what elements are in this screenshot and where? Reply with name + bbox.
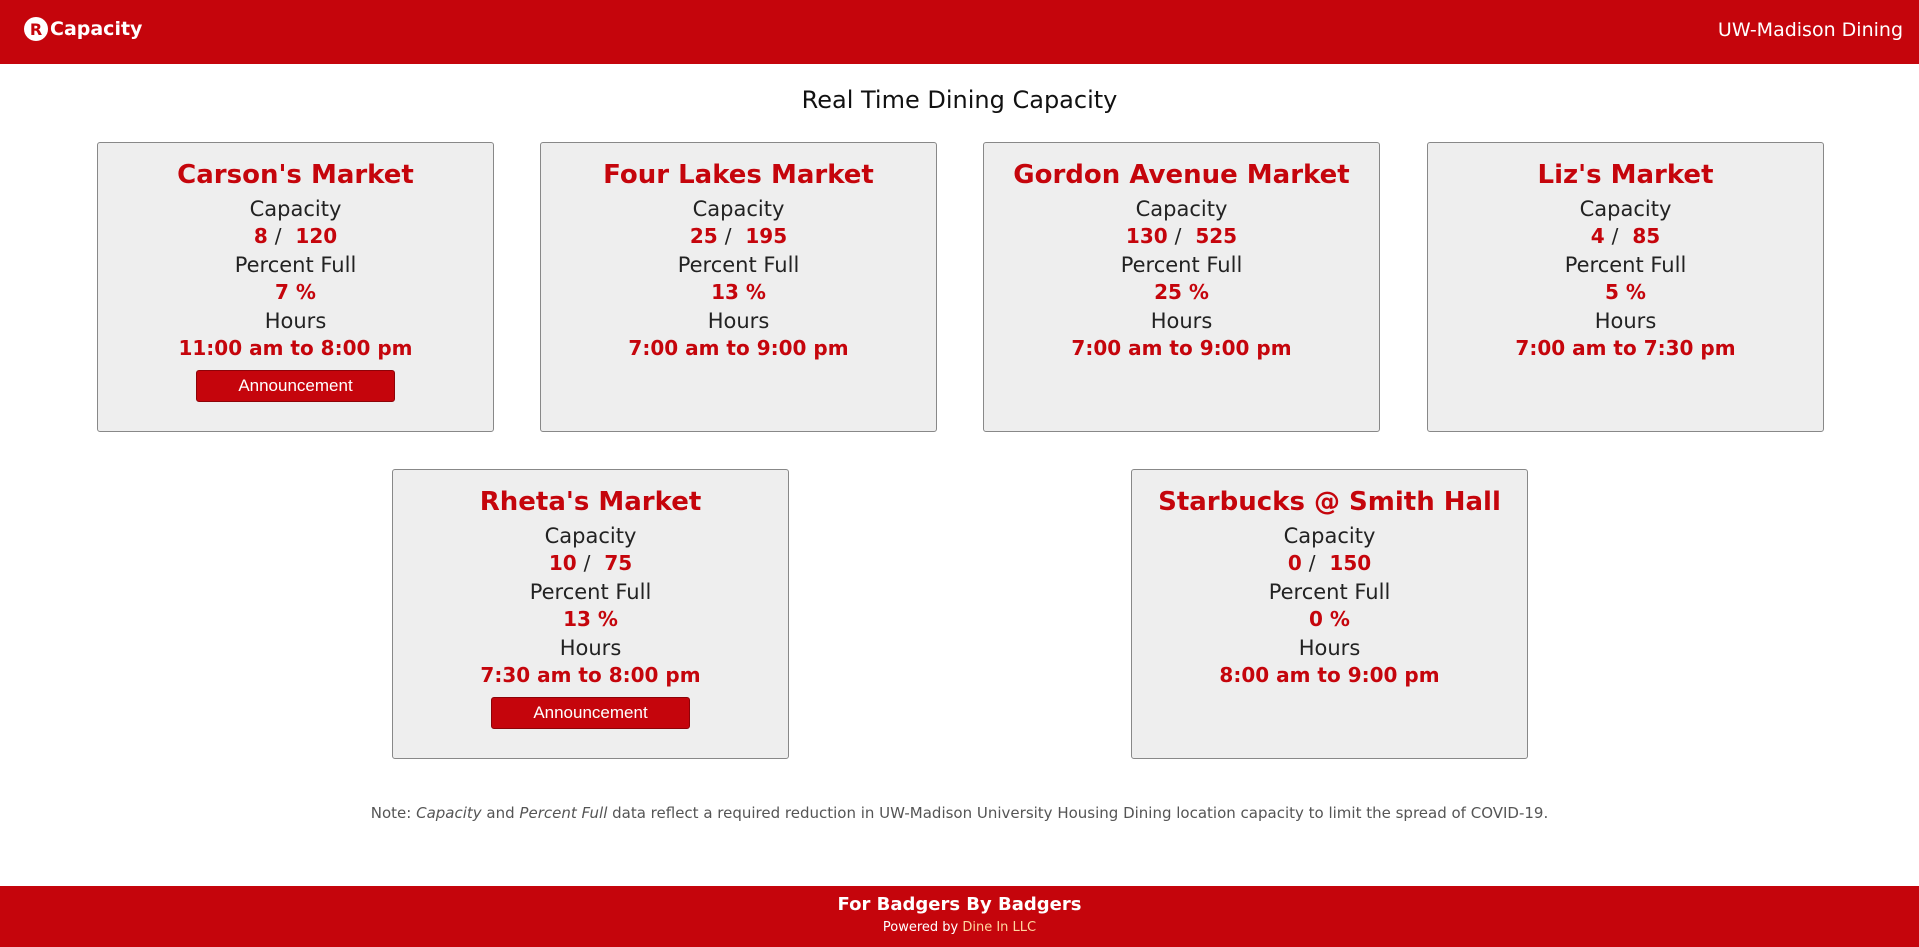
note-text: data reflect a required reduction in UW-… — [607, 804, 1549, 822]
capacity-label: Capacity — [692, 197, 785, 221]
note-prefix: Note: — [370, 804, 417, 822]
hours-label: Hours — [1594, 309, 1657, 333]
percent-label: Percent Full — [1120, 253, 1243, 277]
max-capacity: 525 — [1195, 224, 1238, 248]
footer: For Badgers By Badgers Powered by Dine I… — [0, 886, 1919, 947]
location-card: Gordon Avenue Market Capacity 130 / 525 … — [983, 142, 1380, 432]
app-logo[interactable]: R Capacity — [24, 17, 142, 41]
location-card: Carson's Market Capacity 8 / 120 Percent… — [97, 142, 494, 432]
hours-value: 7:30 am to 8:00 pm — [480, 663, 701, 687]
slash: / — [724, 224, 732, 248]
location-name: Liz's Market — [1537, 160, 1714, 190]
location-name: Gordon Avenue Market — [1013, 160, 1350, 190]
hours-value: 11:00 am to 8:00 pm — [178, 336, 413, 360]
capacity-value: 8 / 120 — [98, 223, 493, 249]
app-name: Capacity — [50, 18, 143, 40]
location-card: Four Lakes Market Capacity 25 / 195 Perc… — [540, 142, 937, 432]
hours-label: Hours — [264, 309, 327, 333]
hours-value: 8:00 am to 9:00 pm — [1219, 663, 1440, 687]
current-count: 4 — [1590, 224, 1605, 248]
capacity-value: 25 / 195 — [541, 223, 936, 249]
current-count: 130 — [1125, 224, 1168, 248]
page-title: Real Time Dining Capacity — [801, 86, 1118, 114]
percent-label: Percent Full — [677, 253, 800, 277]
footer-tagline: For Badgers By Badgers — [837, 894, 1082, 915]
note-capacity: Capacity — [416, 804, 482, 822]
capacity-label: Capacity — [1283, 524, 1376, 548]
capacity-value: 130 / 525 — [984, 223, 1379, 249]
location-card: Liz's Market Capacity 4 / 85 Percent Ful… — [1427, 142, 1824, 432]
slash: / — [1611, 224, 1619, 248]
location-card: Rheta's Market Capacity 10 / 75 Percent … — [392, 469, 789, 759]
logo-r-icon: R — [24, 17, 48, 41]
hours-label: Hours — [1150, 309, 1213, 333]
capacity-label: Capacity — [249, 197, 342, 221]
max-capacity: 85 — [1632, 224, 1661, 248]
current-count: 10 — [548, 551, 577, 575]
percent-value: 5 % — [1605, 280, 1646, 304]
percent-value: 7 % — [275, 280, 316, 304]
slash: / — [274, 224, 282, 248]
max-capacity: 195 — [745, 224, 788, 248]
percent-label: Percent Full — [1564, 253, 1687, 277]
current-count: 8 — [253, 224, 268, 248]
capacity-label: Capacity — [544, 524, 637, 548]
location-name: Rheta's Market — [479, 487, 702, 517]
hours-label: Hours — [707, 309, 770, 333]
org-name: UW-Madison Dining — [1717, 19, 1903, 41]
powered-by-label: Powered by — [882, 920, 963, 935]
max-capacity: 75 — [604, 551, 633, 575]
percent-value: 25 % — [1154, 280, 1209, 304]
percent-value: 13 % — [563, 607, 618, 631]
slash: / — [583, 551, 591, 575]
location-name: Carson's Market — [177, 160, 414, 190]
percent-value: 13 % — [711, 280, 766, 304]
note-and: and — [481, 804, 520, 822]
announcement-button[interactable]: Announcement — [196, 370, 395, 402]
capacity-label: Capacity — [1579, 197, 1672, 221]
location-name: Four Lakes Market — [603, 160, 874, 190]
hours-value: 7:00 am to 9:00 pm — [628, 336, 849, 360]
percent-label: Percent Full — [234, 253, 357, 277]
capacity-value: 10 / 75 — [393, 550, 788, 576]
hours-value: 7:00 am to 7:30 pm — [1515, 336, 1736, 360]
note-percent-full: Percent Full — [519, 804, 608, 822]
capacity-label: Capacity — [1135, 197, 1228, 221]
slash: / — [1174, 224, 1182, 248]
slash: / — [1308, 551, 1316, 575]
dine-in-link[interactable]: Dine In LLC — [962, 920, 1037, 935]
percent-value: 0 % — [1309, 607, 1350, 631]
powered-by: Powered by Dine In LLC — [0, 920, 1919, 935]
announcement-button[interactable]: Announcement — [491, 697, 690, 729]
current-count: 0 — [1287, 551, 1302, 575]
percent-label: Percent Full — [529, 580, 652, 604]
location-card: Starbucks @ Smith Hall Capacity 0 / 150 … — [1131, 469, 1528, 759]
current-count: 25 — [689, 224, 718, 248]
capacity-value: 0 / 150 — [1132, 550, 1527, 576]
capacity-value: 4 / 85 — [1428, 223, 1823, 249]
location-name: Starbucks @ Smith Hall — [1158, 487, 1501, 517]
top-navbar: R Capacity UW-Madison Dining — [0, 0, 1919, 64]
max-capacity: 120 — [295, 224, 338, 248]
percent-label: Percent Full — [1268, 580, 1391, 604]
hours-value: 7:00 am to 9:00 pm — [1071, 336, 1292, 360]
hours-label: Hours — [559, 636, 622, 660]
covid-note: Note: Capacity and Percent Full data ref… — [0, 804, 1919, 822]
hours-label: Hours — [1298, 636, 1361, 660]
max-capacity: 150 — [1329, 551, 1372, 575]
